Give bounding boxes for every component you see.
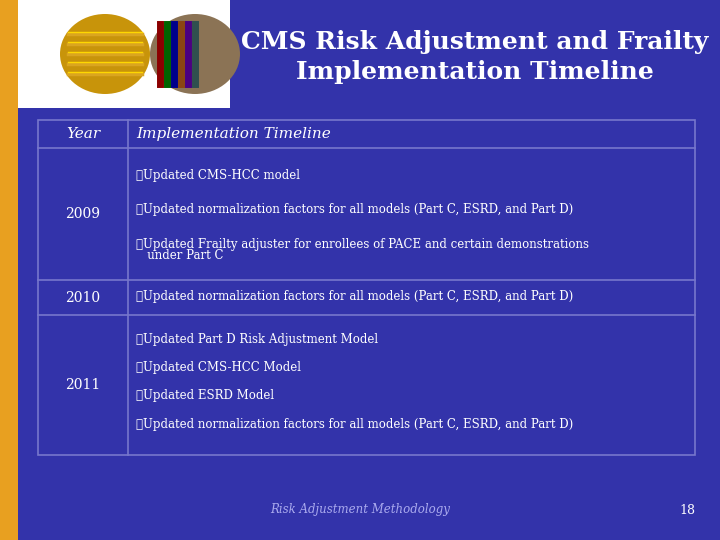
Text: Year: Year <box>66 127 100 141</box>
Text: ❖Updated Frailty adjuster for enrollees of PACE and certain demonstrations: ❖Updated Frailty adjuster for enrollees … <box>136 238 589 251</box>
Ellipse shape <box>60 14 150 94</box>
Text: 2011: 2011 <box>66 378 101 392</box>
Text: ❖Updated CMS-HCC Model: ❖Updated CMS-HCC Model <box>136 361 301 374</box>
Text: ❖Updated CMS-HCC model: ❖Updated CMS-HCC model <box>136 169 300 182</box>
Bar <box>230 0 720 108</box>
Text: 18: 18 <box>680 503 696 516</box>
Text: Implementation Timeline: Implementation Timeline <box>296 60 654 84</box>
Text: ❖Updated normalization factors for all models (Part C, ESRD, and Part D): ❖Updated normalization factors for all m… <box>136 418 573 431</box>
Text: 2010: 2010 <box>66 291 101 305</box>
Text: ❖Updated normalization factors for all models (Part C, ESRD, and Part D): ❖Updated normalization factors for all m… <box>136 290 573 303</box>
Text: ❖Updated Part D Risk Adjustment Model: ❖Updated Part D Risk Adjustment Model <box>136 333 378 346</box>
Ellipse shape <box>150 14 240 94</box>
Text: under Part C: under Part C <box>136 249 223 262</box>
Bar <box>38 120 695 455</box>
Text: ❖Updated normalization factors for all models (Part C, ESRD, and Part D): ❖Updated normalization factors for all m… <box>136 204 573 217</box>
Bar <box>0 0 18 540</box>
Text: Implementation Timeline: Implementation Timeline <box>136 127 330 141</box>
Text: 2009: 2009 <box>66 207 101 221</box>
Text: Risk Adjustment Methodology: Risk Adjustment Methodology <box>270 503 450 516</box>
Text: ❖Updated ESRD Model: ❖Updated ESRD Model <box>136 389 274 402</box>
Text: CMS Risk Adjustment and Frailty: CMS Risk Adjustment and Frailty <box>241 30 708 54</box>
Bar <box>18 0 720 108</box>
